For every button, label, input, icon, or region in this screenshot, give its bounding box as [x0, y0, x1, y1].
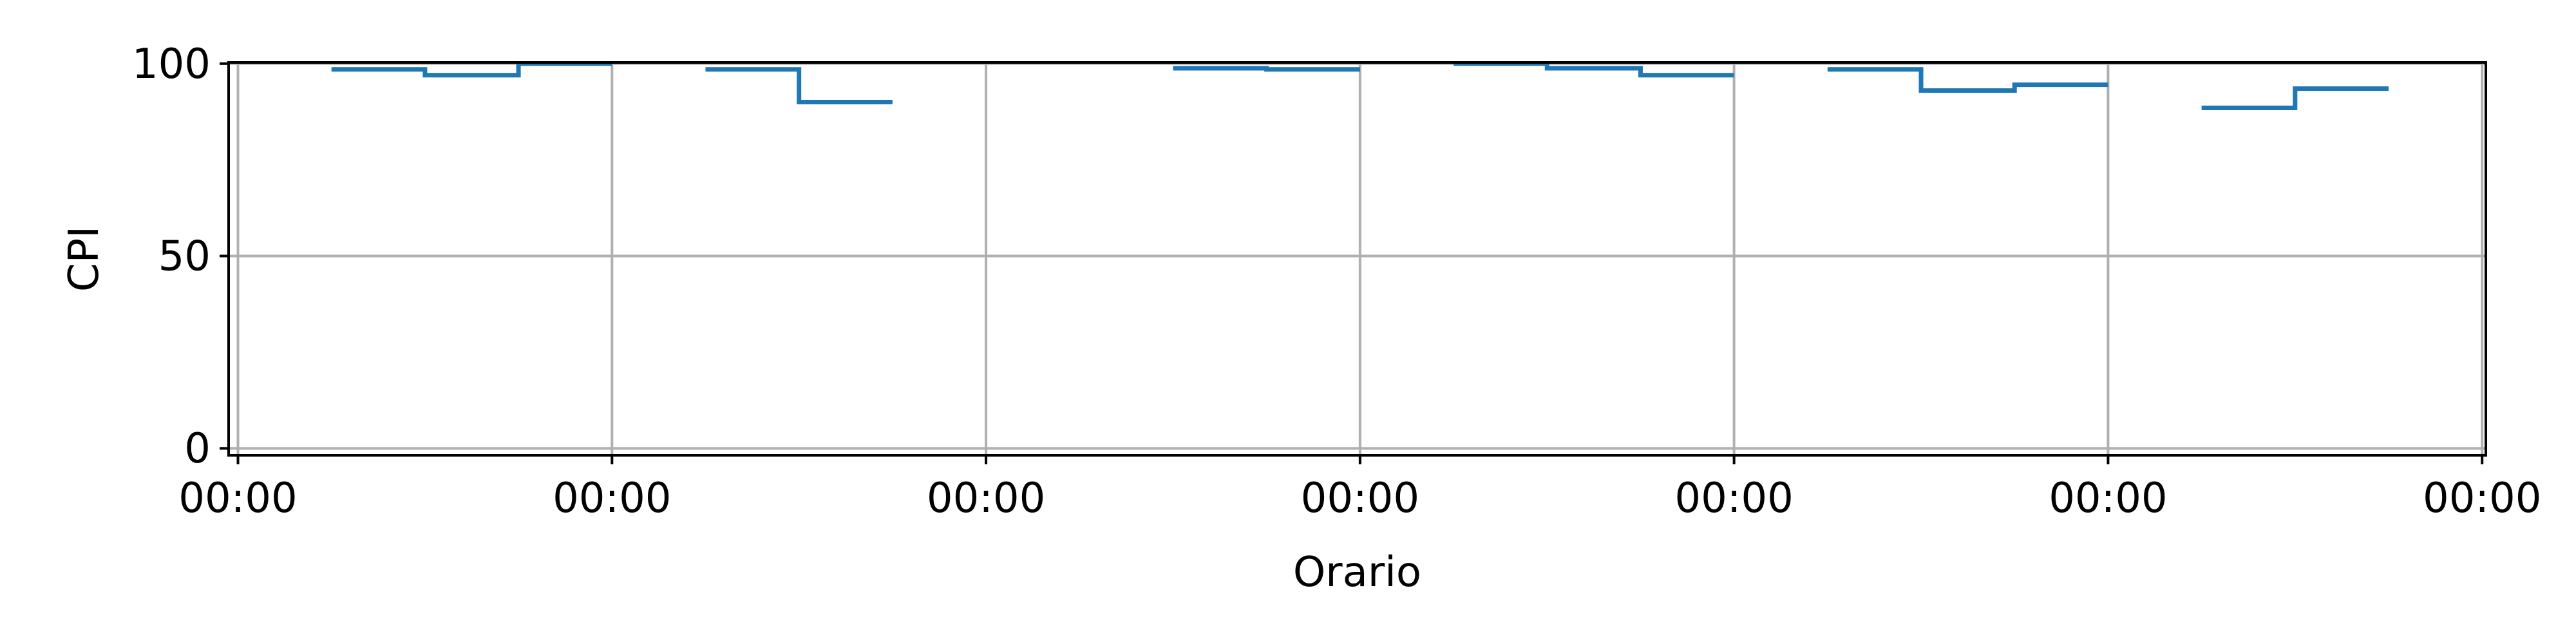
x-tick-label-5: 00:00 — [2049, 475, 2167, 522]
x-tick-label-0: 00:00 — [178, 475, 297, 522]
x-tick-label-2: 00:00 — [927, 475, 1045, 522]
y-tick-label-1: 50 — [158, 233, 211, 281]
plot-frame — [227, 61, 2487, 457]
x-tick-label-4: 00:00 — [1674, 475, 1793, 522]
series-0-step-segment-5 — [2201, 86, 2389, 110]
y-tick-label-0: 0 — [184, 425, 211, 473]
x-tick-label-1: 00:00 — [553, 475, 671, 522]
y-axis-label: CPI — [61, 226, 108, 292]
x-tick-label-6: 00:00 — [2423, 475, 2541, 522]
x-tick-label-3: 00:00 — [1301, 475, 1419, 522]
series-0-step-segment-2 — [1173, 66, 1360, 72]
series-0-step-segment-1 — [705, 67, 893, 105]
axis-ticks: 00:00 00:00 00:00 00:00 00:00 00:00 00:0005010… — [132, 41, 2542, 522]
series-0-step-segment-4 — [1827, 67, 2108, 93]
y-tick-label-2: 100 — [132, 41, 211, 88]
x-axis-label: Orario — [1293, 549, 1421, 596]
series-0-step-segment-3 — [1454, 61, 1734, 78]
series-0-step-segment-0 — [331, 61, 612, 78]
grid — [229, 62, 2486, 455]
